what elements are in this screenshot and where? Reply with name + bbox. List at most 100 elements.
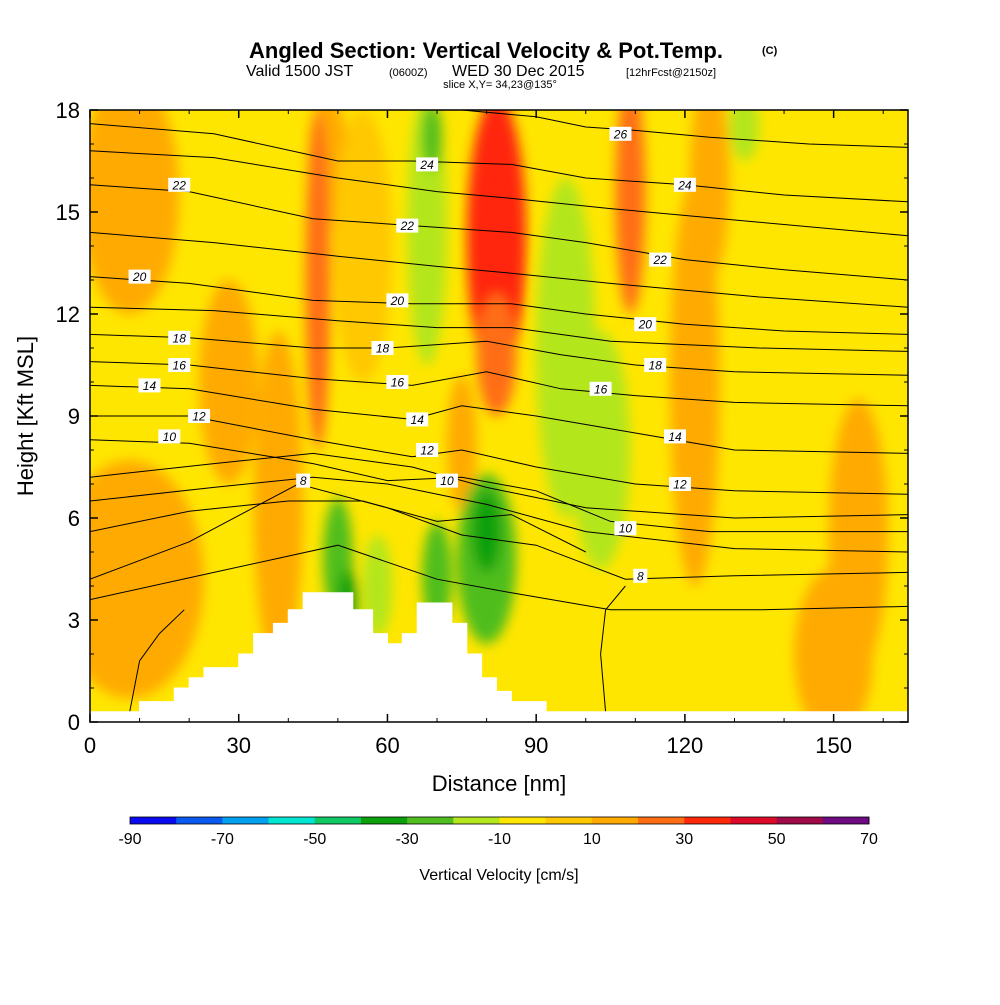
isentrope-label-box xyxy=(168,330,191,345)
colorbar-tick-label: -50 xyxy=(303,831,326,848)
colorbar-swatch xyxy=(222,817,270,824)
isentrope-label: 20 xyxy=(390,294,405,308)
chart-title: Angled Section: Vertical Velocity & Pot.… xyxy=(249,38,723,63)
colorbar-swatch xyxy=(314,817,362,824)
terrain-mask xyxy=(90,592,908,722)
isentrope-label-box xyxy=(649,252,672,267)
y-axis-label: Height [Kft MSL] xyxy=(13,336,38,496)
isentrope-label-box xyxy=(673,177,696,192)
colorbar-swatch xyxy=(545,817,593,824)
isentrope-labels: 8 8 10 10 10 12 12 12 14 14 14 16 16 16 18 18 18 20 20 20 22… xyxy=(128,126,696,583)
isentrope-label-box xyxy=(138,378,161,393)
isentrope-label: 22 xyxy=(172,178,187,192)
isentrope-label-box xyxy=(634,317,657,332)
y-tick-label: 15 xyxy=(56,200,80,225)
subtitle-date: WED 30 Dec 2015 xyxy=(452,63,585,80)
isentrope-label-box xyxy=(296,473,311,488)
isentrope-label: 24 xyxy=(677,178,692,192)
colorbar-tick-label: 10 xyxy=(583,831,601,848)
colorbar-swatch xyxy=(776,817,824,824)
colorbar-swatch xyxy=(360,817,408,824)
velocity-cell xyxy=(407,110,447,365)
isentrope-label-box xyxy=(386,375,409,389)
isentrope-label-box xyxy=(168,177,191,192)
x-tick-label: 150 xyxy=(815,733,852,758)
velocity-cell xyxy=(253,331,304,671)
isentrope-label: 24 xyxy=(419,158,434,172)
isentrope-label-box xyxy=(158,429,181,444)
isentrope-label: 16 xyxy=(173,359,187,373)
x-axis-label: Distance [nm] xyxy=(432,771,567,796)
y-tick-label: 12 xyxy=(56,302,80,327)
subtitle-forecast: [12hrFcst@2150z] xyxy=(626,67,716,79)
colorbar-swatch xyxy=(684,817,731,824)
isentrope-label: 22 xyxy=(652,253,667,267)
x-tick-label: 0 xyxy=(84,733,96,758)
x-tick-label: 120 xyxy=(667,733,704,758)
isentrope-label: 18 xyxy=(648,359,662,373)
isentrope-label-box xyxy=(416,157,439,172)
isentrope-label-box xyxy=(371,341,394,355)
isentrope-line xyxy=(90,150,908,237)
colorbar-swatch xyxy=(453,817,500,824)
isentrope-label: 22 xyxy=(400,219,415,233)
y-tick-label: 0 xyxy=(68,710,80,735)
isentrope-label: 20 xyxy=(638,318,653,332)
colorbar-swatch xyxy=(638,817,685,824)
colorbar-tick-label: 50 xyxy=(768,831,786,848)
isentrope-line xyxy=(90,415,908,495)
velocity-cell xyxy=(615,110,646,314)
isentrope-label-box xyxy=(128,269,151,284)
colorbar-swatch xyxy=(176,817,223,824)
colorbar-swatch xyxy=(822,817,870,824)
colorbar-swatch xyxy=(499,817,547,824)
isentrope-label: 10 xyxy=(163,430,177,444)
colorbar-tick-label: -30 xyxy=(396,831,419,848)
colorbar-tick-label: 30 xyxy=(675,831,693,848)
velocity-cell xyxy=(332,110,393,382)
isentrope-label-box xyxy=(589,381,612,396)
isentrope-label-box xyxy=(168,358,191,372)
isentrope-label: 12 xyxy=(673,478,687,492)
isentrope-label-box xyxy=(609,126,632,141)
velocity-cell xyxy=(476,293,517,416)
subtitle-utc: (0600Z) xyxy=(389,67,428,79)
isentrope-label: 8 xyxy=(300,474,307,488)
colorbar-tick-label: -70 xyxy=(211,831,234,848)
x-tick-label: 90 xyxy=(524,733,548,758)
isentrope-line xyxy=(90,483,908,580)
isentrope-line xyxy=(90,361,908,407)
colorbar-label: Vertical Velocity [cm/s] xyxy=(419,867,578,884)
isentrope-label-box xyxy=(614,521,637,536)
isentrope-label-box xyxy=(416,443,439,457)
isentrope-line xyxy=(90,231,908,308)
isentrope-label: 18 xyxy=(376,342,390,356)
isentrope-line xyxy=(90,384,908,454)
isentrope-line xyxy=(90,306,908,352)
isentrope-line xyxy=(90,544,908,611)
velocity-cell xyxy=(199,280,259,484)
x-tick-label: 60 xyxy=(375,733,399,758)
colorbar-swatch xyxy=(591,817,639,824)
isentrope-line xyxy=(600,585,626,712)
velocity-cell xyxy=(90,110,180,314)
isentrope-label: 14 xyxy=(411,413,425,427)
colorbar-swatch xyxy=(407,817,454,824)
velocity-cell xyxy=(670,178,720,586)
colorbar-tick-label: -90 xyxy=(118,831,141,848)
y-tick-label: 3 xyxy=(68,608,80,633)
x-tick-label: 30 xyxy=(226,733,250,758)
velocity-cell xyxy=(422,110,442,172)
isentrope-label: 10 xyxy=(440,474,454,488)
colorbar-tick-label: -10 xyxy=(488,831,511,848)
colorbar xyxy=(129,816,870,825)
subtitle-valid: Valid 1500 JST xyxy=(246,63,354,80)
y-tick-label: 9 xyxy=(68,404,80,429)
isentrope-label-box xyxy=(396,218,419,233)
isentrope-line xyxy=(90,476,908,553)
y-axis: 0 3 6 9 12 15 18 xyxy=(56,98,908,735)
x-axis: 0 30 60 90 120 150 xyxy=(84,110,884,758)
y-tick-label: 18 xyxy=(56,98,80,123)
